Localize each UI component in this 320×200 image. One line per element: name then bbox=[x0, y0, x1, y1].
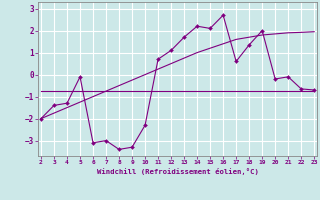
X-axis label: Windchill (Refroidissement éolien,°C): Windchill (Refroidissement éolien,°C) bbox=[97, 168, 259, 175]
